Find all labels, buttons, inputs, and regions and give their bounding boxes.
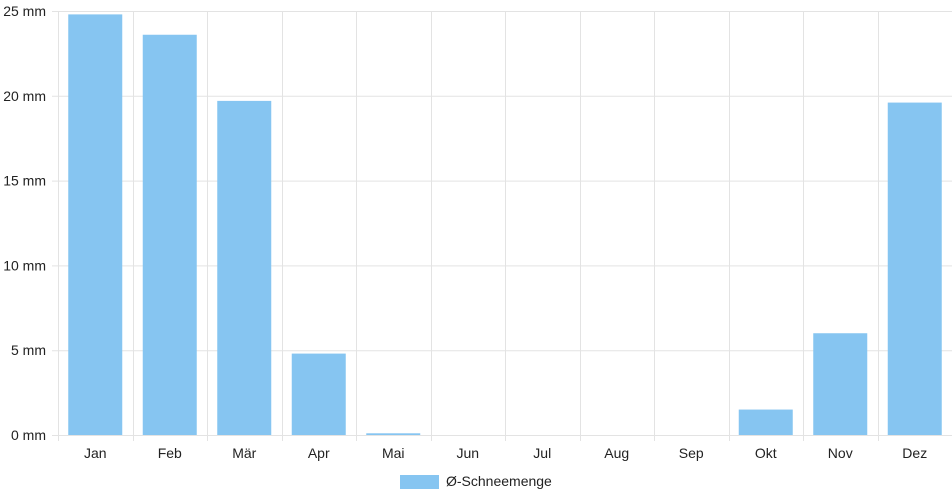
bar-mai[interactable] [366, 433, 421, 435]
bar-jan[interactable] [68, 14, 123, 436]
x-tick-label: Mai [382, 445, 405, 461]
x-axis-ticks: Jan Feb Mär Apr Mai Jun Jul Aug Sep Okt Nov Dez [84, 445, 927, 461]
bar-dez[interactable] [887, 102, 942, 436]
x-tick-label: Dez [902, 445, 927, 461]
y-tick-label: 10 mm [3, 257, 46, 273]
x-tick-label: Feb [158, 445, 182, 461]
bars [68, 14, 942, 436]
x-tick-label: Jan [84, 445, 107, 461]
y-tick-label: 25 mm [3, 3, 46, 19]
bar-apr[interactable] [291, 353, 346, 435]
x-tick-label: Aug [604, 445, 629, 461]
y-axis-ticks: 0 mm 5 mm 10 mm 15 mm 20 mm 25 mm [3, 3, 46, 443]
x-tick-label: Jun [456, 445, 479, 461]
legend[interactable]: Ø-Schneemenge [400, 473, 552, 489]
y-tick-label: 15 mm [3, 173, 46, 189]
x-tick-label: Jul [533, 445, 551, 461]
bar-feb[interactable] [142, 34, 197, 436]
legend-swatch[interactable] [400, 475, 439, 489]
gridlines [52, 11, 952, 441]
y-tick-label: 5 mm [11, 342, 46, 358]
bar-nov[interactable] [813, 333, 868, 435]
bar-mär[interactable] [217, 100, 272, 435]
y-tick-label: 0 mm [11, 427, 46, 443]
x-tick-label: Okt [755, 445, 777, 461]
x-tick-label: Nov [828, 445, 853, 461]
x-tick-label: Mär [232, 445, 256, 461]
y-tick-label: 20 mm [3, 88, 46, 104]
x-tick-label: Apr [308, 445, 330, 461]
legend-label[interactable]: Ø-Schneemenge [446, 473, 552, 489]
x-tick-label: Sep [679, 445, 704, 461]
bar-okt[interactable] [738, 409, 793, 435]
